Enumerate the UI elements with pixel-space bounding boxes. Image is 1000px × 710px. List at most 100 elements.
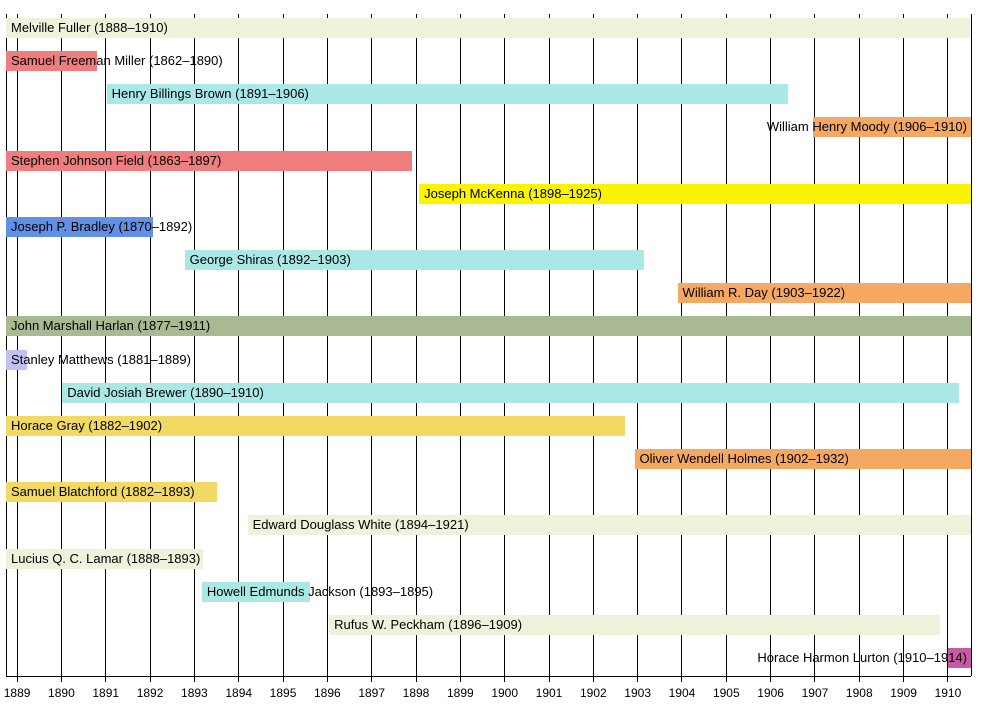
gridline-1910 <box>947 14 949 676</box>
timeline-bar-1 <box>6 51 97 71</box>
x-axis-tick-1892 <box>149 676 151 682</box>
timeline-bar-16 <box>6 549 204 569</box>
right-spine <box>970 14 972 676</box>
bar-label-6: Joseph P. Bradley (1870–1892) <box>11 219 193 234</box>
bar-label-9: John Marshall Harlan (1877–1911) <box>11 318 211 333</box>
bar-label-12: Horace Gray (1882–1902) <box>11 418 163 433</box>
x-axis-tick-label-1897: 1897 <box>358 686 386 700</box>
x-axis-tick-label-1906: 1906 <box>757 686 784 700</box>
timeline-bar-18 <box>329 615 940 635</box>
x-axis-tick-label-1895: 1895 <box>269 686 297 700</box>
x-axis-tick-1904 <box>681 676 683 682</box>
gridline-1895 <box>282 14 284 676</box>
gridline-1900 <box>504 14 506 676</box>
x-axis-tick-label-1902: 1902 <box>579 686 607 700</box>
bar-label-13: Oliver Wendell Holmes (1902–1932) <box>639 451 849 466</box>
gridline-1894 <box>238 14 240 676</box>
gridline-1897 <box>371 14 373 676</box>
bar-label-7: George Shiras (1892–1903) <box>189 252 351 267</box>
x-axis-tick-label-1903: 1903 <box>624 686 651 700</box>
x-axis-tick-label-1896: 1896 <box>314 686 341 700</box>
x-axis-tick-label-1891: 1891 <box>92 686 120 700</box>
x-axis-tick-label-1893: 1893 <box>181 686 208 700</box>
gridline-1891 <box>105 14 107 676</box>
bar-label-0: Melville Fuller (1888–1910) <box>11 20 168 35</box>
bar-label-18: Rufus W. Peckham (1896–1909) <box>334 617 523 632</box>
x-axis-tick-label-1898: 1898 <box>402 686 430 700</box>
x-axis-tick-label-1909: 1909 <box>890 686 917 700</box>
x-axis-tick-1900 <box>504 676 506 682</box>
x-axis-tick-label-1889: 1889 <box>3 686 31 700</box>
timeline-bar-12 <box>6 416 625 436</box>
x-axis-tick-1897 <box>371 676 373 682</box>
x-axis-tick-1898 <box>415 676 417 682</box>
bar-label-10: Stanley Matthews (1881–1889) <box>11 352 191 367</box>
bar-label-19: Horace Harmon Lurton (1910–1914) <box>757 650 967 665</box>
timeline-bar-10 <box>6 350 28 370</box>
x-axis-tick-1909 <box>903 676 905 682</box>
timeline-bar-14 <box>6 482 218 502</box>
bar-label-4: Stephen Johnson Field (1863–1897) <box>11 153 222 168</box>
gridline-1903 <box>637 14 639 676</box>
gridline-1889 <box>16 14 18 676</box>
x-axis-tick-label-1904: 1904 <box>668 686 696 700</box>
gridline-1890 <box>60 14 62 676</box>
x-axis-tick-1893 <box>193 676 195 682</box>
timeline-bar-7 <box>184 250 645 270</box>
timeline-bar-5 <box>419 184 971 204</box>
gridline-1904 <box>681 14 683 676</box>
x-axis-tick-label-1899: 1899 <box>446 686 474 700</box>
timeline-bar-4 <box>6 151 413 171</box>
x-axis-tick-label-1907: 1907 <box>801 686 829 700</box>
left-spine <box>5 14 7 676</box>
timeline-bar-9 <box>6 316 971 336</box>
x-axis-tick-label-1890: 1890 <box>48 686 75 700</box>
x-axis-tick-label-1892: 1892 <box>136 686 164 700</box>
gridline-1908 <box>858 14 860 676</box>
gridline-1899 <box>459 14 461 676</box>
x-axis-tick-label-1910: 1910 <box>934 686 962 700</box>
gridline-1909 <box>903 14 905 676</box>
gridline-1893 <box>193 14 195 676</box>
timeline-bar-11 <box>62 383 959 403</box>
timeline-bar-6 <box>6 217 153 237</box>
x-axis-tick-1899 <box>459 676 461 682</box>
x-axis-tick-1906 <box>770 676 772 682</box>
x-axis-tick-1910 <box>947 676 949 682</box>
x-axis-tick-1903 <box>637 676 639 682</box>
gridline-1898 <box>415 14 417 676</box>
x-axis-tick-label-1908: 1908 <box>845 686 873 700</box>
gridline-1905 <box>725 14 727 676</box>
bar-label-11: David Josiah Brewer (1890–1910) <box>67 385 264 400</box>
x-axis-tick-label-1905: 1905 <box>712 686 740 700</box>
x-axis-tick-1905 <box>725 676 727 682</box>
x-axis-tick-1907 <box>814 676 816 682</box>
bar-label-1: Samuel Freeman Miller (1862–1890) <box>11 53 223 68</box>
x-axis-tick-label-1901: 1901 <box>535 686 563 700</box>
bar-label-5: Joseph McKenna (1898–1925) <box>424 186 602 201</box>
bar-label-3: William Henry Moody (1906–1910) <box>766 119 967 134</box>
x-axis-tick-1890 <box>60 676 62 682</box>
x-axis-tick-1908 <box>858 676 860 682</box>
x-axis-tick-1895 <box>282 676 284 682</box>
bar-label-16: Lucius Q. C. Lamar (1888–1893) <box>11 551 201 566</box>
gridline-1907 <box>814 14 816 676</box>
timeline-bar-0 <box>6 18 971 38</box>
bar-label-2: Henry Billings Brown (1891–1906) <box>111 86 309 101</box>
timeline-bar-17 <box>201 582 310 602</box>
x-axis-tick-1902 <box>592 676 594 682</box>
timeline-bar-3 <box>813 117 971 137</box>
x-axis-tick-1891 <box>105 676 107 682</box>
bar-label-15: Edward Douglass White (1894–1921) <box>252 517 469 532</box>
x-axis-tick-1896 <box>326 676 328 682</box>
timeline-bar-13 <box>634 449 971 469</box>
timeline-bar-8 <box>677 283 971 303</box>
bar-label-14: Samuel Blatchford (1882–1893) <box>11 484 195 499</box>
bar-label-17: Howell Edmunds Jackson (1893–1895) <box>206 584 434 599</box>
timeline-bar-2 <box>106 84 789 104</box>
bar-label-8: William R. Day (1903–1922) <box>682 285 846 300</box>
gridline-1892 <box>149 14 151 676</box>
x-axis-tick-1889 <box>16 676 18 682</box>
x-axis-tick-1894 <box>238 676 240 682</box>
